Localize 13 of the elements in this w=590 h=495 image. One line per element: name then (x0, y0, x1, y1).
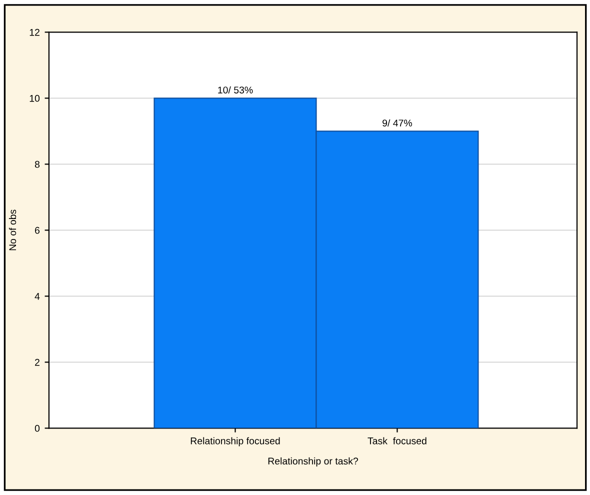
y-tick-label: 12 (30, 28, 40, 36)
data-label: 10/ 53% (218, 86, 253, 94)
y-tick-label: 4 (34, 293, 40, 300)
y-tick-label: 6 (35, 226, 40, 234)
x-tick-label: Relationship focused (190, 437, 280, 446)
y-tick-label: 8 (34, 160, 40, 168)
y-tick-label: 0 (34, 424, 40, 432)
x-axis-title: Relationship or task? (268, 457, 358, 466)
data-label: 9/ 47% (382, 119, 412, 126)
y-axis-title: No of obs (8, 210, 16, 250)
y-tick-label: 10 (30, 94, 40, 102)
x-tick-label: Task focused (368, 437, 426, 444)
y-tick-label: 2 (35, 358, 40, 366)
